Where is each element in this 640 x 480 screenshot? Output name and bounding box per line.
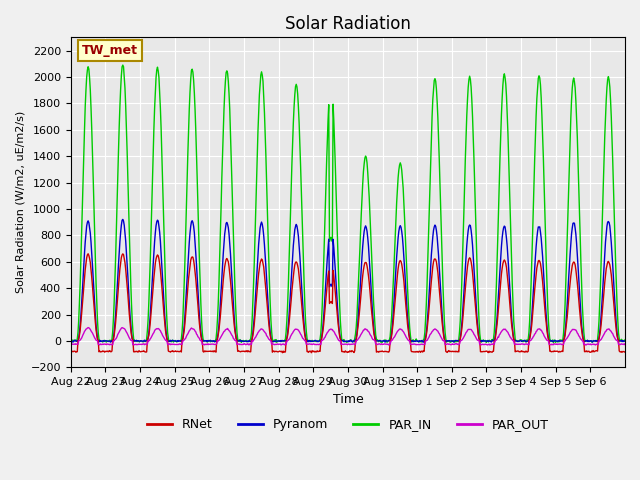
PAR_IN <box>283 318 291 324</box>
RNet <box>308 350 316 356</box>
PAR_IN <box>437 209 445 215</box>
PAR_OUT <box>582 342 590 348</box>
RNet <box>406 338 414 344</box>
RNet <box>235 348 243 354</box>
Line: Pyranom: Pyranom <box>71 219 625 342</box>
RNet <box>621 349 629 355</box>
PAR_IN <box>119 62 127 68</box>
PAR_OUT <box>262 331 269 336</box>
Line: RNet: RNet <box>71 254 625 353</box>
PAR_IN <box>550 340 557 346</box>
PAR_OUT <box>283 338 291 344</box>
Pyranom <box>438 302 445 308</box>
Pyranom <box>262 264 269 269</box>
Legend: RNet, Pyranom, PAR_IN, PAR_OUT: RNet, Pyranom, PAR_IN, PAR_OUT <box>142 413 554 436</box>
PAR_OUT <box>235 341 243 347</box>
PAR_IN <box>67 338 75 344</box>
PAR_IN <box>235 338 243 344</box>
X-axis label: Time: Time <box>333 393 364 406</box>
PAR_OUT <box>621 341 629 347</box>
RNet <box>283 336 291 342</box>
PAR_IN <box>262 153 269 158</box>
Pyranom <box>67 338 75 344</box>
RNet <box>262 287 269 292</box>
Text: TW_met: TW_met <box>82 44 138 57</box>
Y-axis label: Solar Radiation (W/m2, uE/m2/s): Solar Radiation (W/m2, uE/m2/s) <box>15 111 25 293</box>
Title: Solar Radiation: Solar Radiation <box>285 15 411 33</box>
RNet <box>132 348 140 354</box>
RNet <box>67 349 75 355</box>
Pyranom <box>119 216 127 222</box>
PAR_IN <box>621 337 629 343</box>
PAR_OUT <box>132 342 140 348</box>
RNet <box>438 312 445 318</box>
PAR_IN <box>132 337 140 343</box>
PAR_OUT <box>437 334 445 339</box>
Line: PAR_IN: PAR_IN <box>71 65 625 343</box>
PAR_IN <box>406 325 413 331</box>
Line: PAR_OUT: PAR_OUT <box>71 327 625 345</box>
PAR_OUT <box>406 338 413 344</box>
Pyranom <box>621 338 629 344</box>
RNet <box>84 251 92 257</box>
Pyranom <box>132 337 140 343</box>
PAR_OUT <box>67 341 75 347</box>
Pyranom <box>235 338 243 344</box>
Pyranom <box>406 336 413 341</box>
PAR_OUT <box>118 324 126 330</box>
Pyranom <box>283 336 291 341</box>
Pyranom <box>420 339 428 345</box>
